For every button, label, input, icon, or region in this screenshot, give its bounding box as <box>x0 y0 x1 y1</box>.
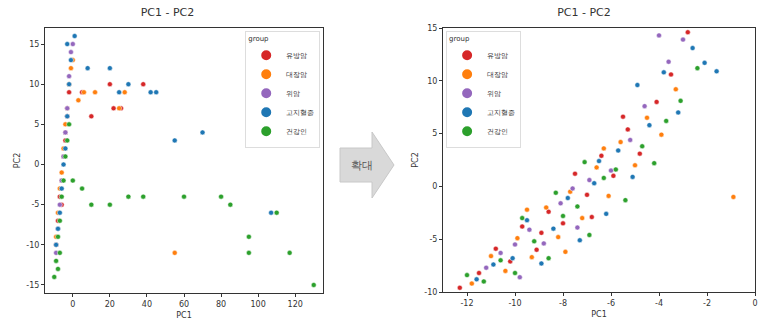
svg-text:10: 10 <box>427 77 437 86</box>
svg-text:-15: -15 <box>26 281 39 290</box>
svg-text:-5: -5 <box>31 200 39 209</box>
svg-text:20: 20 <box>105 300 115 309</box>
svg-text:40: 40 <box>142 300 152 309</box>
svg-text:고지혈증: 고지혈증 <box>487 109 515 117</box>
svg-text:-10: -10 <box>26 241 39 250</box>
svg-text:-4: -4 <box>655 299 663 308</box>
svg-text:15: 15 <box>427 24 437 33</box>
svg-text:유방암: 유방암 <box>487 52 508 60</box>
svg-text:고지혈증: 고지혈증 <box>286 109 314 117</box>
svg-text:PC2: PC2 <box>13 153 22 169</box>
svg-text:PC1: PC1 <box>176 311 192 320</box>
svg-text:-10: -10 <box>508 299 521 308</box>
svg-text:유방암: 유방암 <box>286 52 307 60</box>
svg-text:group: group <box>449 35 470 43</box>
svg-text:0: 0 <box>432 182 437 191</box>
svg-text:건강인: 건강인 <box>487 128 508 136</box>
svg-text:-2: -2 <box>703 299 711 308</box>
svg-text:PC1 - PC2: PC1 - PC2 <box>141 6 195 19</box>
svg-text:100: 100 <box>250 300 265 309</box>
svg-text:60: 60 <box>179 300 189 309</box>
svg-text:-8: -8 <box>559 299 567 308</box>
svg-text:5: 5 <box>432 129 437 138</box>
svg-text:-5: -5 <box>429 235 437 244</box>
svg-text:-10: -10 <box>424 288 437 297</box>
svg-text:PC1 - PC2: PC1 - PC2 <box>557 6 611 19</box>
svg-text:group: group <box>248 35 269 43</box>
svg-text:PC2: PC2 <box>411 152 420 168</box>
svg-text:건강인: 건강인 <box>286 128 307 136</box>
svg-text:대장암: 대장암 <box>286 71 307 79</box>
svg-text:-6: -6 <box>607 299 615 308</box>
svg-text:10: 10 <box>29 80 39 89</box>
svg-text:대장암: 대장암 <box>487 71 508 79</box>
svg-text:5: 5 <box>34 120 39 129</box>
svg-text:확대: 확대 <box>351 159 373 172</box>
svg-text:위암: 위암 <box>286 90 300 98</box>
svg-text:0: 0 <box>70 300 75 309</box>
svg-text:120: 120 <box>288 300 303 309</box>
svg-text:15: 15 <box>29 40 39 49</box>
svg-text:0: 0 <box>752 299 757 308</box>
svg-text:-12: -12 <box>460 299 473 308</box>
svg-text:0: 0 <box>34 160 39 169</box>
svg-text:위암: 위암 <box>487 90 501 98</box>
svg-text:80: 80 <box>216 300 226 309</box>
svg-text:PC1: PC1 <box>591 310 607 319</box>
